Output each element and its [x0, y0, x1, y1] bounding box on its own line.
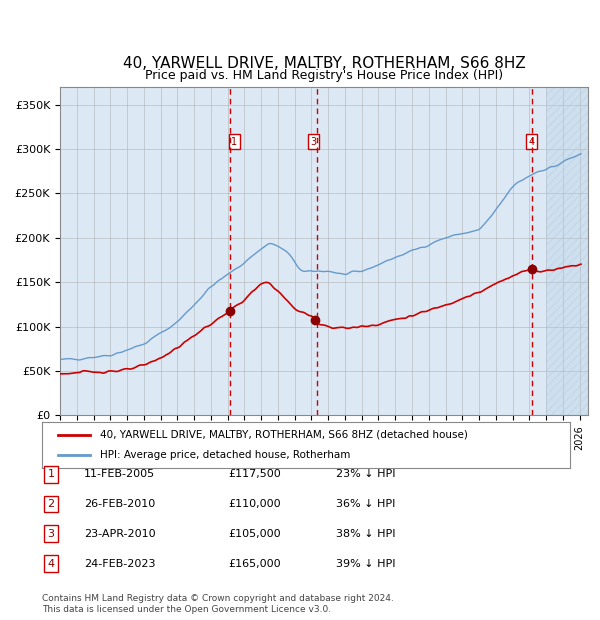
Text: 4: 4 [47, 559, 55, 569]
Text: 39% ↓ HPI: 39% ↓ HPI [336, 559, 395, 569]
Text: 36% ↓ HPI: 36% ↓ HPI [336, 499, 395, 509]
Text: 38% ↓ HPI: 38% ↓ HPI [336, 529, 395, 539]
Text: £105,000: £105,000 [228, 529, 281, 539]
Text: £117,500: £117,500 [228, 469, 281, 479]
Text: 24-FEB-2023: 24-FEB-2023 [84, 559, 155, 569]
Text: Contains HM Land Registry data © Crown copyright and database right 2024.
This d: Contains HM Land Registry data © Crown c… [42, 595, 394, 614]
Text: 1: 1 [47, 469, 55, 479]
Text: 3: 3 [47, 529, 55, 539]
Text: 2: 2 [47, 499, 55, 509]
Text: HPI: Average price, detached house, Rotherham: HPI: Average price, detached house, Roth… [100, 450, 350, 460]
Text: 23% ↓ HPI: 23% ↓ HPI [336, 469, 395, 479]
Text: 11-FEB-2005: 11-FEB-2005 [84, 469, 155, 479]
Text: £110,000: £110,000 [228, 499, 281, 509]
Text: 4: 4 [529, 137, 535, 147]
Text: 26-FEB-2010: 26-FEB-2010 [84, 499, 155, 509]
Text: 23-APR-2010: 23-APR-2010 [84, 529, 155, 539]
Bar [546, 87, 588, 415]
Text: 40, YARWELL DRIVE, MALTBY, ROTHERHAM, S66 8HZ (detached house): 40, YARWELL DRIVE, MALTBY, ROTHERHAM, S6… [100, 430, 468, 440]
Text: £165,000: £165,000 [228, 559, 281, 569]
Text: Price paid vs. HM Land Registry's House Price Index (HPI): Price paid vs. HM Land Registry's House … [145, 69, 503, 82]
Text: 40, YARWELL DRIVE, MALTBY, ROTHERHAM, S66 8HZ: 40, YARWELL DRIVE, MALTBY, ROTHERHAM, S6… [122, 56, 526, 71]
Text: 3: 3 [310, 137, 316, 147]
Text: 1: 1 [231, 137, 238, 147]
